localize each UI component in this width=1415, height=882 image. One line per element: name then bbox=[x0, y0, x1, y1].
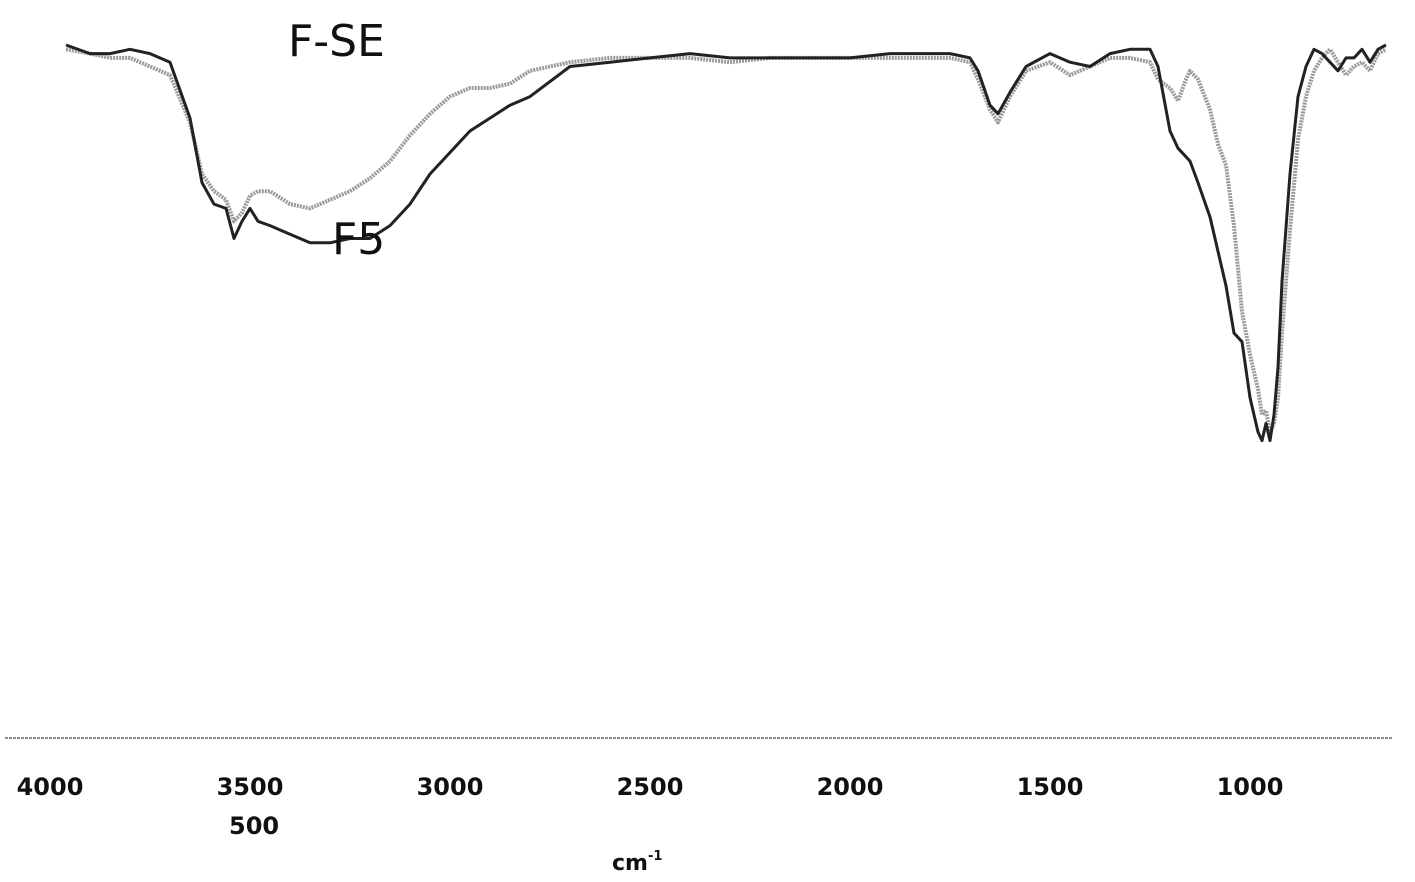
x-tick-label-4000: 4000 bbox=[17, 773, 84, 801]
series-label-f-se: F-SE bbox=[288, 16, 385, 67]
x-tick-label-3000: 3000 bbox=[417, 773, 484, 801]
x-axis-title: cm-1 bbox=[612, 849, 662, 876]
x-tick-label-2000: 2000 bbox=[817, 773, 884, 801]
x-tick-label-1500: 1500 bbox=[1017, 773, 1084, 801]
series-layer bbox=[65, 43, 1387, 443]
x-axis-unit: cm bbox=[612, 851, 648, 876]
x-tick-labels: 4000 3500 3000 2500 2000 1500 1000 bbox=[17, 773, 1284, 801]
x-tick-label-extra: 500 bbox=[229, 812, 279, 840]
x-tick-label-2500: 2500 bbox=[617, 773, 684, 801]
series-label-f5: F5 bbox=[332, 214, 385, 265]
x-tick-label-1000: 1000 bbox=[1217, 773, 1284, 801]
series-line-f-se bbox=[65, 47, 1387, 434]
x-tick-label-3500: 3500 bbox=[217, 773, 284, 801]
x-axis-unit-superscript: -1 bbox=[648, 849, 662, 864]
series-line-f5 bbox=[65, 43, 1387, 443]
